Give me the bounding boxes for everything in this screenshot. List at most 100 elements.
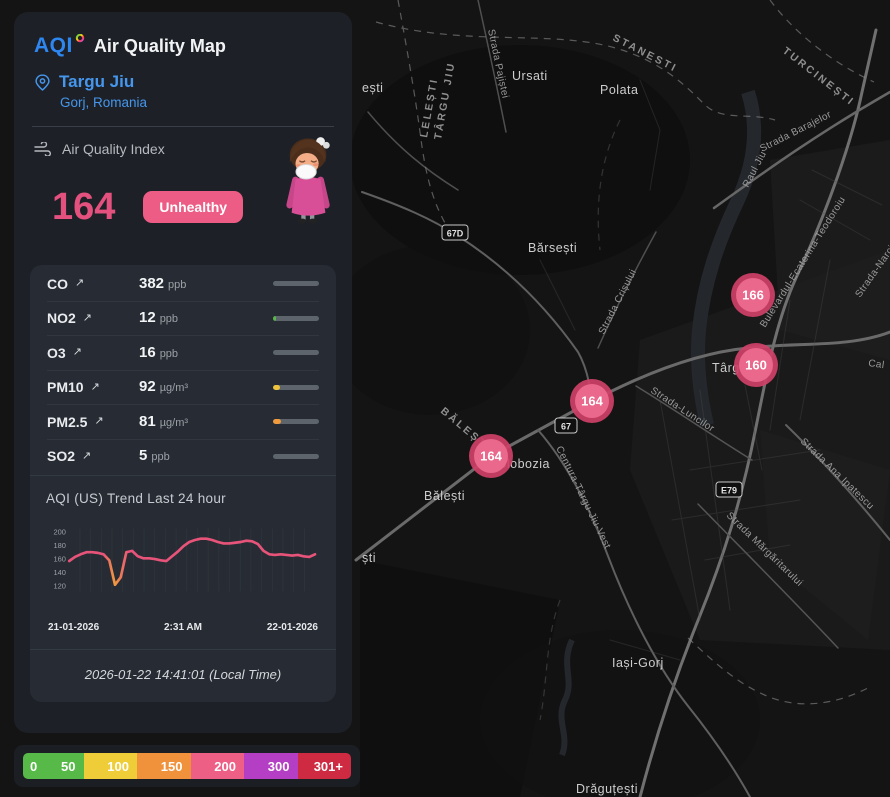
pollutant-unit: µg/m³ [159, 416, 189, 429]
legend-segment-unhealthy: 200 [190, 753, 244, 779]
divider [32, 126, 334, 127]
svg-text:Bălești: Bălești [424, 489, 465, 503]
map-roads [354, 0, 890, 797]
pollutant-value: 16 [139, 343, 156, 361]
svg-text:Drăguțești: Drăguțești [576, 782, 638, 796]
x-tick-end: 22-01-2026 [266, 622, 318, 633]
pollutant-bar [273, 315, 319, 321]
pollutant-unit: ppb [159, 347, 179, 360]
side-panel: AQI Air Quality Map Targu Jiu G [14, 12, 352, 733]
divider [30, 475, 336, 476]
aqi-status-badge: Unhealthy [143, 191, 244, 223]
trend-up-icon: ↗ [90, 380, 100, 393]
pollutant-value: 5 [139, 447, 148, 465]
svg-text:120: 120 [53, 582, 65, 591]
road-shield-e79: E79 [715, 481, 743, 498]
pollutant-row-no2[interactable]: NO2 ↗ 12 ppb [47, 302, 319, 336]
trend-up-icon: ↗ [72, 346, 82, 359]
svg-text:67D: 67D [447, 229, 464, 239]
pollutant-unit: ppb [151, 451, 170, 464]
trend-up-icon: ↗ [82, 449, 92, 462]
metrics-card: CO ↗ 382 ppb NO2 ↗ 12 ppb O3 ↗ 16 ppb PM10 ↗ 92… [30, 265, 336, 702]
map-boundaries [375, 0, 875, 721]
legend-segment-very-unhealthy: 300 [244, 753, 298, 779]
trend-title: AQI (US) Trend Last 24 hour [46, 491, 226, 506]
unhealthy-character-illustration [286, 137, 330, 224]
legend-segment-moderate: 100 [83, 753, 137, 779]
svg-text:Iași-Gorj: Iași-Gorj [612, 656, 664, 670]
pollutant-bar [273, 453, 319, 459]
aqi-logo-ring-icon [75, 34, 85, 43]
aqi-logo-text: AQI [34, 34, 73, 57]
pollutant-row-o3[interactable]: O3 ↗ 16 ppb [47, 336, 319, 371]
river-jiu [558, 89, 762, 757]
trend-chart: 200 180 160 140 120 [53, 527, 317, 592]
pollutant-value: 382 [139, 274, 165, 292]
aqi-logo: AQI [34, 34, 85, 58]
svg-text:140: 140 [53, 568, 65, 577]
road-shield-67d: 67D [441, 224, 469, 241]
svg-text:67: 67 [561, 422, 571, 432]
x-tick-mid: 2:31 AM [164, 622, 202, 633]
pollutant-row-co[interactable]: CO ↗ 382 ppb [47, 267, 319, 302]
legend-segment-hazardous: 301+ [297, 753, 351, 779]
legend-segment-good: 0 50 [23, 753, 84, 779]
wind-icon [34, 142, 51, 156]
svg-text:160: 160 [53, 554, 65, 563]
location-pin-icon [35, 73, 50, 91]
pollutant-bar [273, 281, 319, 287]
pollutant-unit: µg/m³ [159, 382, 189, 395]
location-selector[interactable]: Targu Jiu Gorj, Romania [30, 72, 336, 110]
aqi-marker[interactable]: 160 [734, 343, 778, 387]
trend-up-icon: ↗ [82, 311, 93, 324]
trend-up-icon: ↗ [75, 277, 85, 290]
road-shield-67: 67 [554, 417, 578, 434]
pollutant-unit: ppb [168, 278, 187, 291]
svg-text:Bărsești: Bărsești [528, 241, 577, 255]
pollutant-list: CO ↗ 382 ppb NO2 ↗ 12 ppb O3 ↗ 16 ppb PM10 ↗ 92… [30, 265, 336, 475]
svg-text:160: 160 [745, 358, 767, 373]
svg-text:180: 180 [53, 541, 65, 550]
pollutant-bar [273, 419, 319, 425]
trend-up-icon: ↗ [94, 415, 104, 428]
trend-section: AQI (US) Trend Last 24 hour 200 180 160 140… [30, 476, 336, 649]
pollutant-row-pm10[interactable]: PM10 ↗ 92 µg/m³ [47, 371, 319, 405]
svg-text:164: 164 [581, 394, 603, 409]
svg-text:E79: E79 [721, 486, 737, 496]
aqi-summary: 164 Unhealthy [30, 171, 336, 243]
svg-text:ști: ști [362, 551, 376, 565]
street-label: Cal [868, 358, 886, 371]
aqi-scale-legend: 0 50 100 150 200 300 301+ [14, 745, 360, 787]
local-time-stamp: 2026-01-22 14:41:01 (Local Time) [84, 667, 282, 682]
divider [30, 649, 336, 650]
panel-header: AQI Air Quality Map [34, 34, 336, 58]
location-region: Gorj, Romania [60, 95, 148, 110]
svg-text:Polata: Polata [600, 83, 638, 97]
svg-text:ești: ești [362, 81, 383, 95]
location-city: Targu Jiu [59, 72, 135, 91]
pollutant-bar [273, 384, 319, 390]
pollutant-row-so2[interactable]: SO2 ↗ 5 ppb [47, 440, 319, 474]
aqi-section-label: Air Quality Index [34, 141, 336, 157]
svg-text:164: 164 [480, 449, 502, 464]
trend-x-axis: 21-01-2026 2:31 AM 22-01-2026 [46, 619, 320, 645]
pollutant-bar [273, 350, 319, 356]
pollutant-value: 92 [139, 378, 156, 396]
x-tick-start: 21-01-2026 [48, 622, 100, 633]
pollutant-value: 12 [139, 309, 156, 327]
aqi-marker[interactable]: 164 [469, 434, 513, 478]
svg-text:Ursati: Ursati [512, 69, 548, 83]
legend-segment-sensitive: 150 [137, 753, 191, 779]
pollutant-unit: ppb [159, 313, 179, 326]
page-title: Air Quality Map [93, 35, 226, 56]
svg-text:166: 166 [742, 288, 764, 303]
pollutant-row-pm25[interactable]: PM2.5 ↗ 81 µg/m³ [47, 405, 319, 440]
svg-text:200: 200 [53, 527, 65, 536]
pollutant-value: 81 [139, 412, 156, 430]
aqi-marker[interactable]: 164 [570, 379, 614, 423]
aqi-value: 164 [52, 185, 116, 228]
aqi-marker[interactable]: 166 [731, 273, 775, 317]
